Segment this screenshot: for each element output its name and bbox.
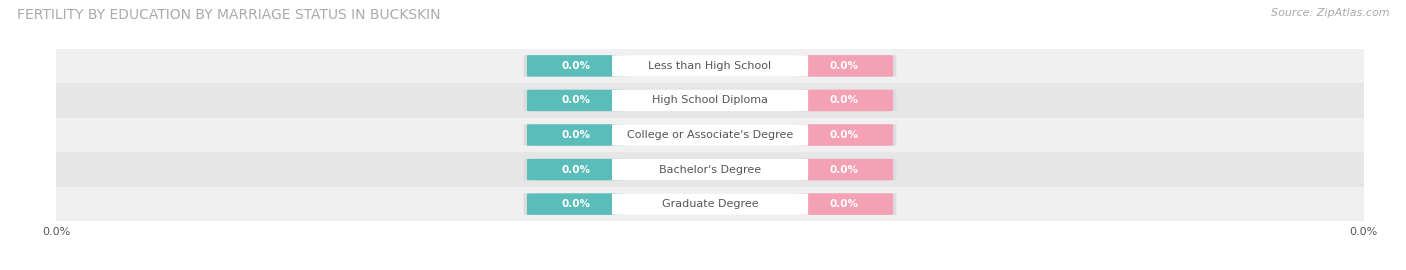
Text: Source: ZipAtlas.com: Source: ZipAtlas.com — [1271, 8, 1389, 18]
Text: 0.0%: 0.0% — [830, 95, 859, 106]
FancyBboxPatch shape — [794, 55, 893, 77]
FancyBboxPatch shape — [523, 124, 897, 146]
Bar — [56, 83, 1364, 118]
Text: 0.0%: 0.0% — [561, 164, 591, 175]
FancyBboxPatch shape — [612, 193, 808, 215]
FancyBboxPatch shape — [523, 193, 897, 215]
FancyBboxPatch shape — [612, 159, 808, 180]
Bar — [56, 118, 1364, 152]
Text: College or Associate's Degree: College or Associate's Degree — [627, 130, 793, 140]
Bar — [56, 49, 1364, 83]
Text: Graduate Degree: Graduate Degree — [662, 199, 758, 209]
FancyBboxPatch shape — [794, 159, 893, 180]
FancyBboxPatch shape — [527, 159, 626, 180]
Text: 0.0%: 0.0% — [830, 61, 859, 71]
FancyBboxPatch shape — [523, 159, 897, 180]
FancyBboxPatch shape — [523, 55, 897, 77]
Text: Less than High School: Less than High School — [648, 61, 772, 71]
FancyBboxPatch shape — [612, 124, 808, 146]
Text: 0.0%: 0.0% — [561, 199, 591, 209]
Bar — [56, 152, 1364, 187]
FancyBboxPatch shape — [612, 55, 808, 77]
Text: 0.0%: 0.0% — [830, 164, 859, 175]
Text: 0.0%: 0.0% — [561, 95, 591, 106]
Text: 0.0%: 0.0% — [561, 130, 591, 140]
Text: High School Diploma: High School Diploma — [652, 95, 768, 106]
FancyBboxPatch shape — [523, 90, 897, 111]
FancyBboxPatch shape — [794, 90, 893, 111]
FancyBboxPatch shape — [527, 90, 626, 111]
Text: FERTILITY BY EDUCATION BY MARRIAGE STATUS IN BUCKSKIN: FERTILITY BY EDUCATION BY MARRIAGE STATU… — [17, 8, 440, 22]
Text: 0.0%: 0.0% — [830, 199, 859, 209]
Text: 0.0%: 0.0% — [830, 130, 859, 140]
FancyBboxPatch shape — [527, 55, 626, 77]
FancyBboxPatch shape — [794, 124, 893, 146]
FancyBboxPatch shape — [527, 193, 626, 215]
FancyBboxPatch shape — [612, 90, 808, 111]
FancyBboxPatch shape — [527, 124, 626, 146]
FancyBboxPatch shape — [794, 193, 893, 215]
Text: Bachelor's Degree: Bachelor's Degree — [659, 164, 761, 175]
Text: 0.0%: 0.0% — [561, 61, 591, 71]
Bar — [56, 187, 1364, 221]
